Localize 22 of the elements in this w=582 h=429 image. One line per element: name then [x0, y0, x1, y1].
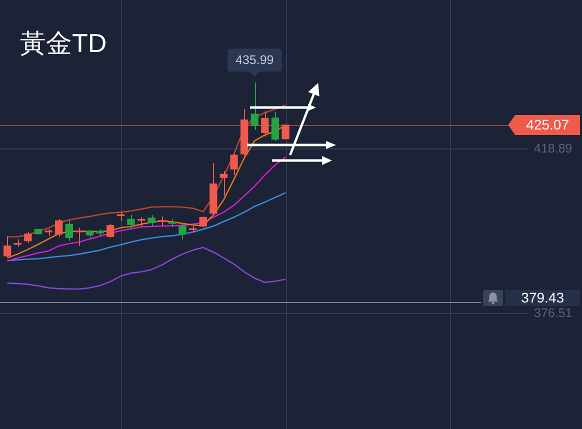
- annotation: 435.99: [236, 53, 274, 68]
- candlestick: [106, 223, 114, 238]
- candlestick: [3, 236, 12, 258]
- candlestick: [55, 218, 63, 238]
- y-tick-label: 418.89: [534, 141, 572, 156]
- candlestick: [127, 214, 135, 230]
- candlestick: [250, 82, 258, 130]
- candlestick: [148, 214, 156, 227]
- candlestick: [76, 227, 84, 246]
- candlestick: [230, 153, 238, 176]
- y-tick-label: 376.51: [534, 306, 572, 320]
- candlestick: [261, 110, 269, 138]
- candlestick: [24, 231, 32, 244]
- candlestick: [178, 222, 186, 240]
- candlestick: [282, 124, 290, 140]
- candlestick: [220, 170, 228, 196]
- ref-line-label: 379.43: [521, 289, 564, 306]
- text: 黃金TD: [20, 28, 107, 58]
- candlestick: [158, 216, 166, 227]
- candlestick: [271, 111, 280, 142]
- ref-line-label: 425.07: [526, 116, 570, 132]
- candlestick: [65, 220, 73, 242]
